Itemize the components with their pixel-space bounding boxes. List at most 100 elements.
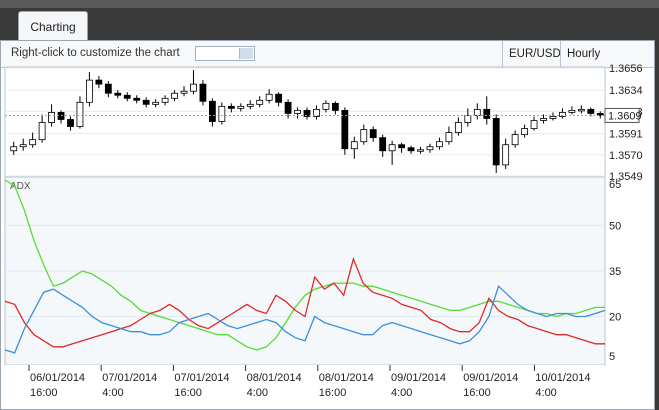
time-tick-time: 16:00 bbox=[319, 387, 347, 399]
candle-body bbox=[294, 109, 301, 114]
candle-body bbox=[227, 105, 235, 109]
price-tick-label: 1.3570 bbox=[609, 150, 643, 162]
candle-body bbox=[331, 102, 339, 111]
time-tick-time: 4:00 bbox=[535, 387, 556, 399]
candle-body bbox=[284, 101, 292, 114]
adx-tick-label: 65 bbox=[609, 179, 621, 191]
candle-body bbox=[473, 108, 481, 116]
candle-body bbox=[445, 132, 453, 143]
candle-body bbox=[256, 99, 264, 105]
time-axis-bg bbox=[5, 365, 605, 409]
candle-body bbox=[322, 102, 330, 110]
candle-body bbox=[530, 120, 538, 129]
price-tick-label: 1.3591 bbox=[609, 129, 643, 141]
window-top-strip bbox=[0, 0, 659, 8]
candle-body bbox=[464, 115, 472, 123]
adx-tick-label: 20 bbox=[609, 312, 621, 324]
tab-charting[interactable]: Charting bbox=[18, 11, 88, 41]
candles bbox=[10, 70, 604, 173]
candle-body bbox=[559, 112, 566, 117]
candle-body bbox=[199, 83, 207, 102]
candle-body bbox=[237, 105, 245, 109]
customize-hint: Right-click to customize the chart bbox=[11, 47, 180, 59]
plus-di-line bbox=[4, 256, 605, 348]
adx-tick-label: 35 bbox=[609, 266, 621, 278]
period-selector[interactable] bbox=[195, 46, 255, 61]
minus-di-line bbox=[4, 285, 606, 354]
candle-body bbox=[483, 108, 491, 119]
time-tick-time: 16:00 bbox=[174, 387, 202, 399]
candle-body bbox=[454, 122, 462, 133]
period-dropdown-icon[interactable] bbox=[239, 48, 253, 59]
candle-body bbox=[492, 118, 500, 166]
time-tick-date: 09/01/2014 bbox=[463, 372, 518, 384]
candle-body bbox=[171, 92, 178, 99]
candle-body bbox=[577, 108, 585, 112]
candle-body bbox=[218, 105, 226, 122]
candle-body bbox=[511, 134, 519, 146]
candle-body bbox=[208, 100, 216, 122]
candle-body bbox=[540, 118, 547, 121]
symbol-label: EUR/USD bbox=[509, 48, 561, 60]
candle-body bbox=[426, 146, 434, 151]
candle-body bbox=[549, 116, 557, 119]
candle-body bbox=[161, 97, 169, 103]
candle-body bbox=[265, 93, 273, 101]
candle-body bbox=[114, 92, 122, 96]
candle-body bbox=[350, 141, 358, 150]
timeframe-selector[interactable]: Hourly bbox=[560, 41, 606, 67]
candle-body bbox=[95, 79, 103, 85]
price-tick-label: 1.3656 bbox=[609, 63, 643, 75]
adx-line bbox=[4, 179, 605, 351]
price-tick-label: 1.3549 bbox=[609, 171, 643, 183]
candle-body bbox=[398, 144, 406, 149]
window-right-edge bbox=[655, 40, 659, 410]
time-tick-time: 4:00 bbox=[247, 387, 268, 399]
candle-body bbox=[104, 83, 112, 94]
adx-tick-label: 5 bbox=[609, 351, 615, 363]
time-tick-date: 08/01/2014 bbox=[247, 372, 302, 384]
candle-body bbox=[142, 99, 150, 105]
price-tick-label: 1.3634 bbox=[609, 85, 643, 97]
timeframe-label: Hourly bbox=[567, 48, 601, 60]
adx-axis: 65 50 35 20 5 bbox=[609, 179, 621, 363]
price-pane[interactable] bbox=[4, 66, 606, 178]
time-tick-date: 10/01/2014 bbox=[535, 372, 590, 384]
candle-body bbox=[521, 128, 528, 136]
candle-body bbox=[369, 129, 377, 139]
time-tick-time: 4:00 bbox=[102, 387, 123, 399]
candle-body bbox=[57, 112, 65, 120]
candle-body bbox=[133, 97, 141, 101]
symbol-selector[interactable]: EUR/USD bbox=[502, 41, 561, 67]
time-tick-date: 09/01/2014 bbox=[391, 372, 446, 384]
candle-body bbox=[568, 109, 576, 113]
tab-bar bbox=[0, 8, 659, 40]
candle-body bbox=[388, 144, 396, 152]
candle-body bbox=[502, 144, 510, 166]
candle-body bbox=[596, 113, 604, 116]
current-price-tag bbox=[604, 107, 640, 123]
candle-body bbox=[86, 79, 93, 103]
time-tick-time: 16:00 bbox=[463, 387, 491, 399]
candle-body bbox=[67, 119, 74, 127]
candle-body bbox=[123, 94, 131, 99]
candle-body bbox=[76, 101, 84, 127]
candle-body bbox=[407, 147, 415, 152]
candle-body bbox=[275, 93, 283, 103]
candle-body bbox=[19, 144, 27, 148]
time-tick-date: 08/01/2014 bbox=[319, 372, 374, 384]
candle-body bbox=[360, 129, 368, 143]
time-tick-date: 07/01/2014 bbox=[102, 372, 157, 384]
time-tick-time: 4:00 bbox=[391, 387, 412, 399]
candle-body bbox=[152, 101, 160, 105]
candle-body bbox=[48, 112, 55, 123]
adx-lines bbox=[4, 179, 606, 354]
candle-body bbox=[246, 103, 254, 107]
candle-body bbox=[313, 108, 320, 117]
candle-body bbox=[303, 109, 311, 117]
candle-body bbox=[180, 90, 188, 94]
time-axis: 06/01/2014 16:00 07/01/2014 4:00 07/01/2014 1… bbox=[28, 365, 590, 399]
candle-body bbox=[38, 122, 46, 141]
